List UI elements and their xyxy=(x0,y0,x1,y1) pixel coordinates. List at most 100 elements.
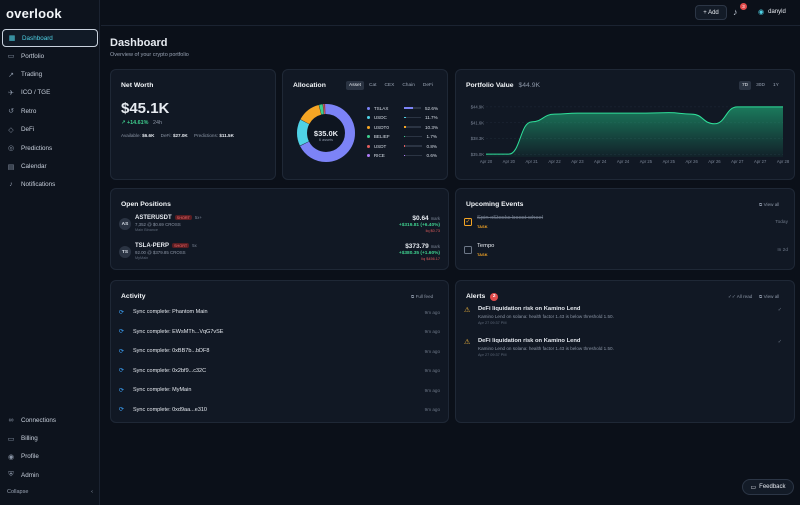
asset-pct: 11.7% xyxy=(425,115,438,120)
allocation-row: RICE 0.6% xyxy=(367,152,437,160)
x-tick-label: Apr 25 xyxy=(663,159,676,164)
donut-center-value: $35.0K xyxy=(313,129,339,138)
activity-time: 9m ago xyxy=(424,407,440,412)
tab-asset[interactable]: Asset xyxy=(346,81,364,90)
full-feed-link[interactable]: ⧉ Full feed xyxy=(411,294,433,299)
warning-icon: ⚠ xyxy=(464,339,471,346)
legend-dot xyxy=(367,135,370,138)
x-tick-label: Apr 20 xyxy=(503,159,516,164)
sidebar-item-trading[interactable]: ↗ Trading xyxy=(0,65,100,83)
activity-card: Activity ⧉ Full feed ⟳ Sync complete: Pha… xyxy=(110,280,449,423)
tab-chain[interactable]: Chain xyxy=(402,83,415,88)
donut-center-label: 6 assets xyxy=(318,138,334,142)
position-detail: 92.00 @ $379.85 CROSS xyxy=(135,250,186,256)
mark-read-icon[interactable]: ✓ xyxy=(777,307,782,313)
activity-row[interactable]: ⟳ Sync complete: MyMain 9m ago xyxy=(119,384,442,396)
alerts-all-read-link[interactable]: ✓✓ All read xyxy=(728,294,752,300)
event-checkbox[interactable] xyxy=(464,246,472,254)
allocation-donut xyxy=(297,104,355,162)
sidebar-item-label: Profile xyxy=(21,453,39,461)
collapse-label: Collapse xyxy=(7,489,29,495)
predictions-value: $11.5K xyxy=(219,133,234,138)
y-tick-label: $35.0K xyxy=(471,152,484,157)
sidebar-item-billing[interactable]: ▭ Billing xyxy=(0,429,100,447)
event-row[interactable]: Tempo TASK In 2d xyxy=(464,241,788,261)
activity-row[interactable]: ⟳ Sync complete: EWsMTh...VqG7vSE 9m ago xyxy=(119,326,442,338)
x-tick-label: Apr 21 xyxy=(526,159,539,164)
add-button[interactable]: + Add xyxy=(695,5,727,20)
notifications-bell[interactable]: ♪ 3 xyxy=(733,3,747,19)
collapse-button[interactable]: Collapse ‹ xyxy=(7,489,93,495)
chevron-left-icon: ‹ xyxy=(91,489,93,495)
allocation-bar xyxy=(404,135,422,138)
user-menu[interactable]: ◉ danyld xyxy=(758,8,786,16)
bell-icon: ♪ xyxy=(9,181,13,189)
target-icon: ◎ xyxy=(7,145,15,153)
feedback-button[interactable]: ▭ Feedback xyxy=(742,479,794,495)
sidebar-item-admin[interactable]: ⛨ Admin xyxy=(0,466,100,484)
event-name: Spin xStocks boost wheel xyxy=(477,215,544,221)
range-1y[interactable]: 1Y xyxy=(772,83,779,88)
events-view-all-link[interactable]: ⧉ View all xyxy=(759,202,779,207)
alerts-card: Alerts 2 ✓✓ All read ⧉ View all ⚠ DeFi li… xyxy=(455,280,795,423)
sidebar-item-label: Retro xyxy=(21,107,37,115)
activity-row[interactable]: ⟳ Sync complete: 0xBB7b...bDF8 9m ago xyxy=(119,345,442,357)
x-tick-label: Apr 20 xyxy=(480,159,493,164)
activity-row[interactable]: ⟳ Sync complete: Phantom Main 9m ago xyxy=(119,306,442,318)
sidebar-item-ico-tge[interactable]: ✈ ICO / TGE xyxy=(0,84,100,102)
alert-row[interactable]: ⚠ DeFi liquidation risk on Kamino Lend Kam… xyxy=(464,337,782,363)
net-worth-card: Net Worth $45.1K ↗ +14.61% 24h Available… xyxy=(110,69,276,180)
net-worth-title: Net Worth xyxy=(121,82,154,89)
alerts-view-all-link[interactable]: ⧉ View all xyxy=(759,294,779,299)
alert-time: Apr 27 09:37 PM xyxy=(478,321,507,325)
tab-cat[interactable]: Cat xyxy=(369,83,377,88)
sidebar-item-portfolio[interactable]: ▭ Portfolio xyxy=(0,47,100,65)
sidebar-item-profile[interactable]: ◉ Profile xyxy=(0,448,100,466)
sidebar-item-label: Trading xyxy=(21,71,43,79)
y-tick-label: $44.9K xyxy=(471,104,484,109)
mark-read-icon[interactable]: ✓ xyxy=(777,339,782,345)
allocation-bar-fill xyxy=(404,107,413,109)
area-fill xyxy=(486,106,783,157)
calendar-icon: ▤ xyxy=(7,163,15,171)
alert-row[interactable]: ⚠ DeFi liquidation risk on Kamino Lend Kam… xyxy=(464,305,782,331)
position-row[interactable]: TS TSLA-PERP SHORT 5x 92.00 @ $379.85 CROSS M… xyxy=(119,241,440,263)
card-icon: ▭ xyxy=(7,435,15,443)
event-checkbox[interactable]: ✓ xyxy=(464,218,472,226)
sync-icon: ⟳ xyxy=(119,329,125,335)
position-avatar: AS xyxy=(119,218,131,230)
trend-icon: ↗ xyxy=(8,71,14,79)
range-7d[interactable]: 7D xyxy=(739,81,752,90)
legend-dot xyxy=(367,125,370,129)
user-icon: ◉ xyxy=(758,9,765,16)
event-tag: TASK xyxy=(477,224,488,229)
event-when: In 2d xyxy=(777,248,788,253)
sidebar-item-retro[interactable]: ↺ Retro xyxy=(0,102,100,120)
x-tick-label: Apr 24 xyxy=(617,159,630,164)
tab-defi[interactable]: DeFi xyxy=(422,83,434,88)
sidebar-item-predictions[interactable]: ◎ Predictions xyxy=(0,139,100,157)
alert-body: Kamino Lend on solana: health factor 1.4… xyxy=(478,314,614,319)
position-headline: ASTERUSDT SHORT 5x+ xyxy=(135,215,202,221)
portfolio-value-chart: $44.9K $41.6K $38.3K $35.0K Apr 20 Apr 20 Apr … xyxy=(471,104,790,164)
portfolio-value-card: Portfolio Value $44.9K 7D 30D 1Y $44.9K $… xyxy=(455,69,795,180)
sidebar-item-connections[interactable]: ∞ Connections xyxy=(0,411,100,429)
alerts-title: Alerts 2 xyxy=(466,293,499,301)
tab-cex[interactable]: CEX xyxy=(384,83,395,88)
sidebar-item-defi[interactable]: ◇ DeFi xyxy=(0,121,100,139)
sidebar-item-calendar[interactable]: ▤ Calendar xyxy=(0,157,100,175)
sidebar-item-dashboard[interactable]: ▦ Dashboard xyxy=(2,29,98,47)
asset-pct: 0.6% xyxy=(426,153,437,158)
event-row[interactable]: ✓ Spin xStocks boost wheel TASK Today xyxy=(464,213,788,233)
external-link-icon: ⧉ xyxy=(759,202,764,207)
position-row[interactable]: AS ASTERUSDT SHORT 5x+ 7,352 @ $0.69 CROSS Ma… xyxy=(119,213,440,235)
sidebar-item-label: Notifications xyxy=(21,181,56,189)
activity-row[interactable]: ⟳ Sync complete: 0xd9aa...e310 9m ago xyxy=(119,404,442,416)
activity-row[interactable]: ⟳ Sync complete: 0x2bf9...c32C 9m ago xyxy=(119,365,442,377)
asset-name: USDT0 xyxy=(373,124,389,130)
event-name: Tempo xyxy=(477,243,495,249)
sidebar-item-notifications[interactable]: ♪ Notifications xyxy=(0,176,100,194)
alerts-count-badge: 2 xyxy=(490,293,499,301)
range-30d[interactable]: 30D xyxy=(756,83,765,88)
position-venue: MyMain xyxy=(135,256,149,261)
